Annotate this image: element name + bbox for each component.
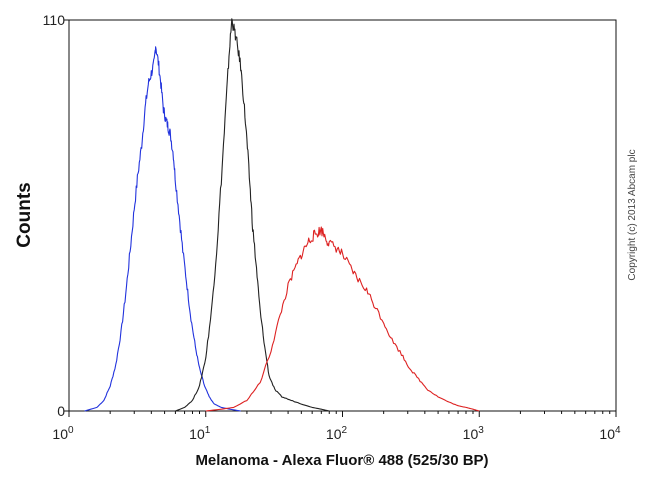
x-tick-label: 103: [463, 425, 485, 442]
x-tick-label: 104: [599, 425, 621, 442]
series-layer: [84, 18, 480, 412]
y-tick-label: 0: [57, 403, 65, 419]
x-axis-ticks: 100 101 102 103 104: [52, 411, 621, 442]
y-tick-label: 110: [43, 12, 66, 28]
x-axis-title: Melanoma - Alexa Fluor® 488 (525/30 BP): [195, 452, 488, 469]
histogram-series-3: [205, 226, 480, 412]
plot-area-frame: [68, 19, 617, 412]
histogram-series-2: [175, 18, 330, 412]
histogram-series-1: [84, 46, 241, 412]
copyright-note: Copyright (c) 2013 Abcam plc: [627, 149, 638, 280]
x-tick-label: 101: [189, 425, 211, 442]
y-axis-ticks: 0 110: [43, 12, 69, 419]
y-axis-title: Counts: [14, 182, 35, 247]
x-tick-label: 102: [326, 425, 348, 442]
x-tick-label: 100: [52, 425, 74, 442]
